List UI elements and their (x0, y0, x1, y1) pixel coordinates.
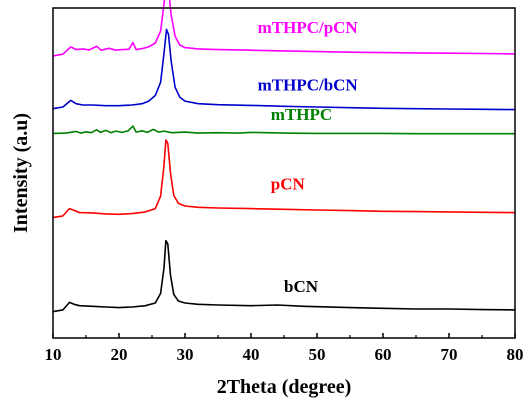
x-axis-label: 2Theta (degree) (217, 376, 352, 398)
x-tick-label: 60 (375, 345, 392, 364)
curve-label-mthpc-pcn: mTHPC/pCN (258, 18, 359, 37)
x-tick-label: 50 (309, 345, 326, 364)
curve-label-mthpc-bcn: mTHPC/bCN (258, 76, 359, 95)
curve-label-bcn: bCN (284, 277, 319, 296)
series-line-bcn (52, 239, 516, 313)
series-line-mthpc-bcn (52, 28, 516, 111)
annotation-layer: mTHPC/pCN mTHPC/bCN mTHPC pCN bCN (258, 18, 359, 296)
curve-label-mthpc: mTHPC (271, 105, 332, 124)
x-tick-label: 80 (507, 345, 524, 364)
series-line-mthpc-pcn (52, 0, 516, 57)
x-tick-label: 70 (441, 345, 458, 364)
x-tick-label: 10 (45, 345, 62, 364)
x-tick-label: 20 (111, 345, 128, 364)
x-tick-label: 30 (177, 345, 194, 364)
curve-label-pcn: pCN (271, 175, 306, 194)
series-layer (52, 0, 516, 313)
series-line-pcn (52, 139, 516, 219)
x-tick-label: 40 (243, 345, 260, 364)
y-axis-label: Intensity (a.u) (10, 113, 32, 233)
x-ticks: 10 20 30 40 50 60 70 80 (45, 333, 524, 364)
series-line-mthpc (52, 125, 515, 135)
